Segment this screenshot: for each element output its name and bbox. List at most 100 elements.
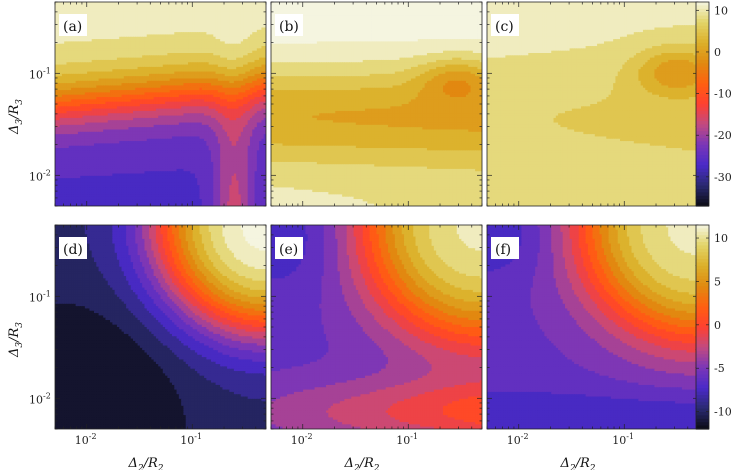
contour-cell <box>59 8 63 12</box>
contour-cell <box>204 94 207 98</box>
contour-cell <box>245 90 249 94</box>
contour-cell <box>208 106 212 110</box>
contour-cell <box>139 115 143 119</box>
contour-cell <box>194 36 198 40</box>
contour-cell <box>183 11 187 15</box>
contour-cell <box>220 62 224 66</box>
contour-cell <box>87 39 90 43</box>
contour-cell <box>155 8 159 12</box>
contour-cell <box>222 11 226 15</box>
contour-cell <box>220 41 224 45</box>
contour-cell <box>227 64 230 68</box>
contour-cell <box>59 113 63 117</box>
contour-cell <box>217 48 221 52</box>
contour-cell <box>153 57 157 61</box>
contour-cell <box>96 92 100 96</box>
contour-cell <box>144 57 148 61</box>
contour-cell <box>220 34 224 38</box>
contour-cell <box>245 6 249 10</box>
contour-cell <box>167 13 171 17</box>
contour-cell <box>206 8 210 12</box>
contour-cell <box>217 29 221 33</box>
contour-cell <box>236 124 240 128</box>
contour-cell <box>75 59 79 63</box>
contour-cell <box>80 122 84 126</box>
contour-cell <box>139 22 143 26</box>
contour-cell <box>123 57 127 61</box>
contour-cell <box>98 50 102 54</box>
contour-cell <box>183 94 187 98</box>
contour-cell <box>169 124 173 128</box>
contour-cell <box>123 18 127 22</box>
contour-cell <box>71 53 74 56</box>
contour-cell <box>55 46 58 49</box>
contour-cell <box>80 127 84 131</box>
contour-cell <box>259 69 263 73</box>
contour-cell <box>213 64 217 68</box>
contour-cell <box>247 69 251 73</box>
contour-cell <box>151 120 155 124</box>
contour-cell <box>204 57 207 61</box>
contour-cell <box>213 71 217 75</box>
contour-cell <box>199 104 203 107</box>
contour-cell <box>126 29 129 33</box>
contour-cell <box>142 34 146 38</box>
contour-cell <box>64 43 68 47</box>
contour-cell <box>75 110 79 114</box>
contour-cell <box>263 99 266 103</box>
contour-cell <box>75 104 79 107</box>
contour-cell <box>151 113 155 117</box>
contour-cell <box>249 99 253 103</box>
contour-cell <box>68 104 72 107</box>
contour-cell <box>139 106 143 110</box>
contour-cell <box>183 18 187 22</box>
contour-cell <box>66 48 70 52</box>
contour-cell <box>71 97 74 100</box>
contour-cell <box>123 13 127 17</box>
contour-cell <box>199 66 203 70</box>
contour-cell <box>137 20 141 24</box>
contour-cell <box>204 101 207 105</box>
contour-cell <box>75 106 79 110</box>
contour-cell <box>64 57 68 61</box>
contour-cell <box>89 27 93 31</box>
contour-cell <box>224 11 228 15</box>
contour-cell <box>208 8 212 12</box>
contour-cell <box>167 18 171 22</box>
contour-cell <box>167 4 171 8</box>
contour-cell <box>176 104 180 107</box>
contour-cell <box>151 108 155 112</box>
contour-cell <box>132 90 136 94</box>
contour-cell <box>167 57 171 61</box>
contour-cell <box>233 104 237 107</box>
contour-cell <box>87 106 90 110</box>
contour-cell <box>169 113 173 117</box>
contour-cell <box>144 48 148 52</box>
contour-cell <box>110 59 113 63</box>
contour-cell <box>103 127 107 131</box>
contour-cell <box>183 48 187 52</box>
contour-cell <box>227 90 230 94</box>
contour-cell <box>128 80 132 84</box>
contour-cell <box>204 106 207 110</box>
contour-cell <box>57 87 61 91</box>
contour-cell <box>146 20 150 24</box>
contour-cell <box>135 39 139 43</box>
contour-cell <box>245 87 249 91</box>
contour-cell <box>245 48 249 52</box>
contour-cell <box>116 66 120 70</box>
contour-cell <box>123 115 127 119</box>
contour-cell <box>139 85 143 89</box>
contour-cell <box>243 92 246 96</box>
contour-cell <box>171 2 175 5</box>
contour-cell <box>256 90 260 94</box>
contour-cell <box>93 29 97 33</box>
contour-cell <box>114 4 118 8</box>
contour-cell <box>201 25 205 29</box>
contour-cell <box>194 113 198 117</box>
contour-cell <box>224 62 228 66</box>
contour-cell <box>176 80 180 84</box>
contour-cell <box>80 59 84 63</box>
contour-cell <box>135 113 139 117</box>
contour-cell <box>171 46 175 49</box>
